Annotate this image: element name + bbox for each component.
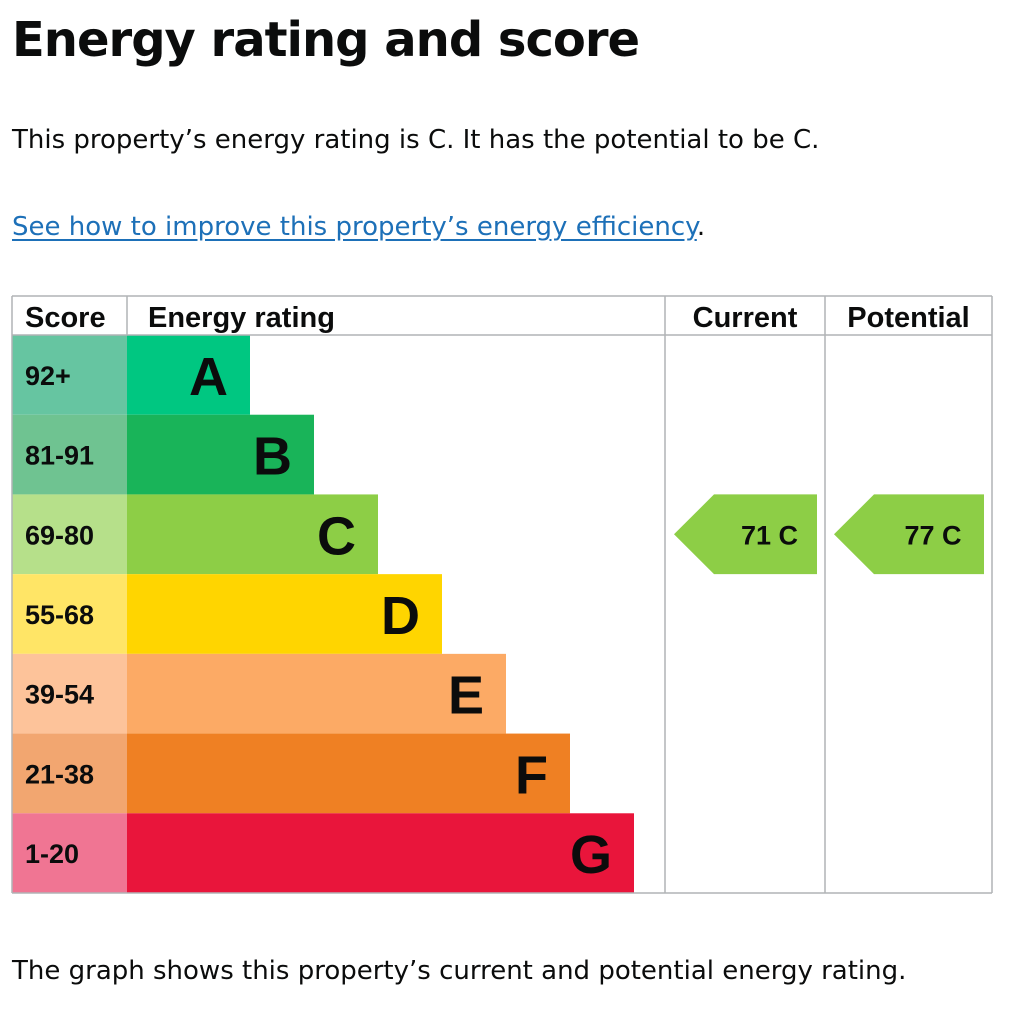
score-range-e: 39-54 xyxy=(25,680,94,710)
rating-letter-a: A xyxy=(189,347,228,407)
improve-paragraph: See how to improve this property’s energ… xyxy=(12,209,705,245)
score-cell-g xyxy=(12,813,127,893)
current-rating-arrow xyxy=(674,494,817,575)
column-header-current: Current xyxy=(693,302,798,334)
rating-bar-d xyxy=(127,574,442,654)
rating-bar-f xyxy=(127,733,570,814)
rating-bar-g xyxy=(127,813,634,893)
score-range-b: 81-91 xyxy=(25,441,94,471)
score-range-a: 92+ xyxy=(25,361,71,391)
graph-caption: The graph shows this property’s current … xyxy=(12,956,907,986)
page-title: Energy rating and score xyxy=(12,12,640,68)
score-range-g: 1-20 xyxy=(25,839,79,869)
rating-bar-a xyxy=(127,335,250,415)
potential-rating-label: 77 C xyxy=(904,520,961,550)
rating-bar-b xyxy=(127,414,314,495)
rating-bar-e xyxy=(127,653,506,734)
potential-rating-arrow xyxy=(834,494,984,575)
rating-letter-c: C xyxy=(317,506,356,566)
rating-letter-b: B xyxy=(253,427,292,487)
rating-letter-f: F xyxy=(515,745,548,805)
current-rating-label: 71 C xyxy=(741,520,798,550)
score-cell-c xyxy=(12,494,127,575)
score-range-d: 55-68 xyxy=(25,600,94,630)
rating-letter-g: G xyxy=(570,825,612,885)
score-cell-e xyxy=(12,653,127,734)
column-header-score: Score xyxy=(25,302,106,334)
rating-letter-d: D xyxy=(381,586,420,646)
score-range-f: 21-38 xyxy=(25,759,94,789)
score-cell-a xyxy=(12,335,127,415)
column-header-potential: Potential xyxy=(847,302,969,334)
rating-summary: This property’s energy rating is C. It h… xyxy=(12,125,820,155)
score-cell-f xyxy=(12,733,127,814)
improve-efficiency-link[interactable]: See how to improve this property’s energ… xyxy=(12,212,697,242)
rating-letter-e: E xyxy=(448,666,484,726)
improve-trailing-period: . xyxy=(696,212,706,242)
score-cell-b xyxy=(12,414,127,495)
rating-bar-c xyxy=(127,494,378,575)
score-cell-d xyxy=(12,574,127,654)
column-header-energy-rating: Energy rating xyxy=(148,302,335,334)
score-range-c: 69-80 xyxy=(25,520,94,550)
